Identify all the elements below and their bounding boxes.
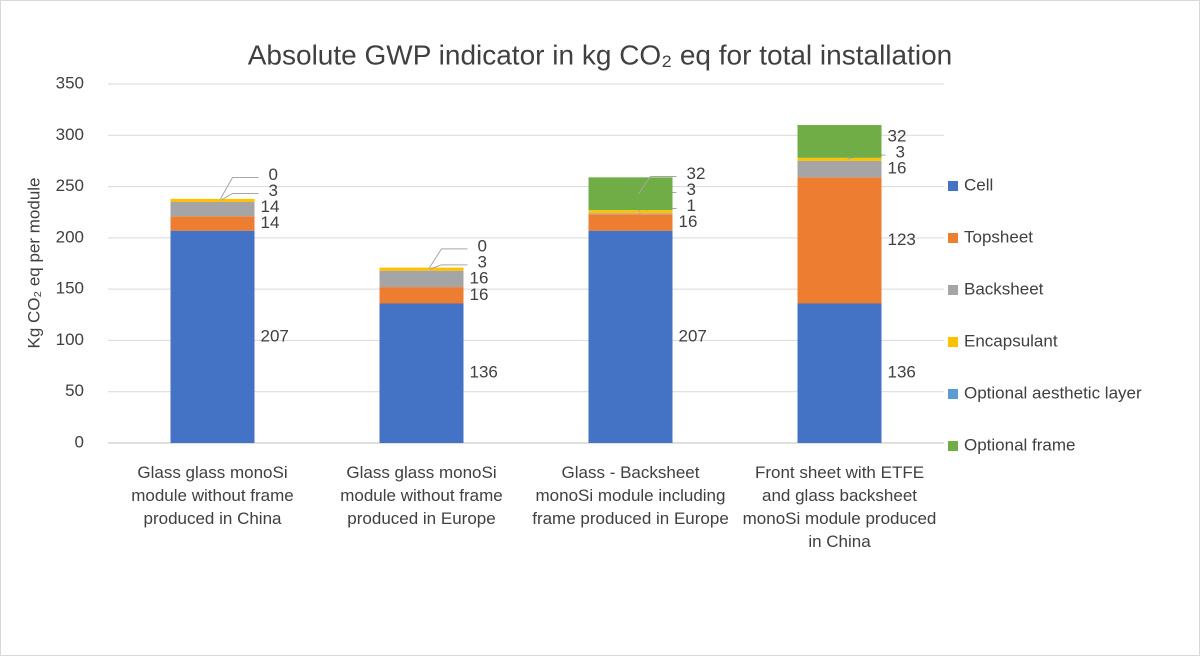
bar-segment <box>170 230 255 443</box>
y-axis-label: Kg CO₂ eq per module <box>24 177 43 348</box>
data-label: 123 <box>888 230 916 249</box>
legend-label: Encapsulant <box>964 331 1058 350</box>
legend-swatch <box>948 233 958 243</box>
data-label: 3 <box>478 252 487 271</box>
y-tick-label: 0 <box>75 432 84 451</box>
data-label: 1 <box>687 196 696 215</box>
legend-label: Optional aesthetic layer <box>964 383 1142 402</box>
data-label: 16 <box>679 212 698 231</box>
x-tick-label: Glass glass monoSi module without frame … <box>340 463 503 528</box>
leader-line <box>429 248 468 268</box>
y-tick-label: 350 <box>56 73 84 92</box>
legend-swatch <box>948 285 958 295</box>
bar-segment <box>379 267 464 271</box>
legend-swatch <box>948 389 958 399</box>
data-label: 14 <box>261 197 280 216</box>
data-label: 32 <box>888 127 907 146</box>
leader-line <box>429 264 468 270</box>
leader-line <box>220 192 259 201</box>
y-tick-label: 150 <box>56 279 84 298</box>
data-label: 16 <box>470 268 489 287</box>
bar-segment <box>797 160 882 178</box>
y-tick-label: 300 <box>56 125 84 144</box>
bar-segment <box>588 213 673 215</box>
legend-swatch <box>948 441 958 451</box>
legend-swatch <box>948 181 958 191</box>
x-tick-label: Glass - Backsheet monoSi module includin… <box>532 463 729 528</box>
bar-segment <box>588 214 673 231</box>
data-label: 0 <box>478 236 487 255</box>
x-tick-label: Front sheet with ETFE and glass backshee… <box>742 463 937 551</box>
data-label: 0 <box>269 165 278 184</box>
x-tick-label: Glass glass monoSi module without frame … <box>131 463 294 528</box>
data-label: 3 <box>687 180 696 199</box>
bar-segment <box>588 210 673 214</box>
bar-segment <box>797 177 882 304</box>
bar-segment <box>170 201 255 217</box>
data-label: 136 <box>470 363 498 382</box>
bar-segment <box>797 125 882 158</box>
leader-line <box>220 176 259 200</box>
leader-line <box>638 175 677 195</box>
data-label: 3 <box>896 143 905 162</box>
y-tick-label: 100 <box>56 330 84 349</box>
bar-segment <box>379 270 464 288</box>
bar-segment <box>170 198 255 202</box>
y-tick-label: 50 <box>65 381 84 400</box>
data-label: 136 <box>888 363 916 382</box>
y-tick-label: 250 <box>56 176 84 195</box>
legend-label: Topsheet <box>964 227 1033 246</box>
y-tick-label: 200 <box>56 227 84 246</box>
legend-label: Cell <box>964 175 993 194</box>
legend-swatch <box>948 337 958 347</box>
bar-segment <box>797 157 882 161</box>
data-label: 14 <box>261 213 280 232</box>
data-label: 16 <box>888 159 907 178</box>
bar-segment <box>379 287 464 304</box>
data-label: 3 <box>269 181 278 200</box>
legend-label: Optional frame <box>964 435 1076 454</box>
bar-segment <box>588 177 673 211</box>
legend-label: Backsheet <box>964 279 1044 298</box>
data-label: 32 <box>687 164 706 183</box>
bar-segment <box>379 303 464 443</box>
bar-segment <box>170 216 255 231</box>
data-label: 207 <box>261 326 289 345</box>
bar-segment <box>797 303 882 443</box>
data-label: 207 <box>679 326 707 345</box>
data-label: 16 <box>470 285 489 304</box>
bar-segment <box>588 230 673 443</box>
chart-title: Absolute GWP indicator in kg CO₂ eq for … <box>248 39 952 70</box>
